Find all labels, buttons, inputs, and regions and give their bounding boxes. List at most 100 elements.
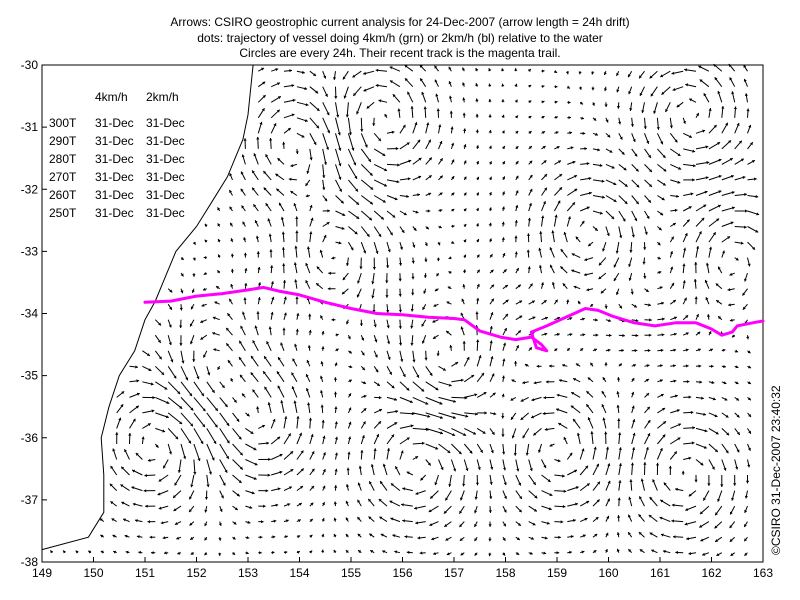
- current-arrow: [283, 296, 287, 305]
- current-arrow: [290, 190, 298, 196]
- current-arrow: [684, 68, 697, 72]
- current-arrow: [631, 210, 638, 222]
- current-arrow: [412, 226, 417, 232]
- current-arrow: [167, 412, 183, 425]
- current-arrow: [528, 130, 532, 134]
- current-arrow: [515, 315, 523, 321]
- current-arrow: [296, 485, 304, 492]
- current-arrow: [192, 257, 196, 261]
- current-arrow: [476, 427, 486, 435]
- current-arrow: [463, 192, 467, 196]
- current-arrow: [270, 265, 274, 274]
- current-arrow: [179, 304, 183, 311]
- current-arrow: [590, 431, 594, 445]
- current-arrow: [627, 70, 633, 78]
- current-arrow: [644, 226, 648, 235]
- current-arrow: [734, 192, 747, 197]
- current-arrow: [412, 455, 419, 460]
- current-arrow: [232, 428, 242, 440]
- table-row-2kmh: 31-Dec: [146, 116, 185, 130]
- current-arrow: [708, 174, 722, 181]
- current-arrow: [167, 428, 179, 440]
- current-arrow: [389, 80, 401, 88]
- current-arrow: [254, 219, 259, 227]
- current-arrow: [345, 533, 349, 538]
- current-arrow: [515, 284, 522, 290]
- current-arrow: [592, 226, 599, 232]
- current-arrow: [628, 86, 633, 95]
- current-arrow: [562, 282, 568, 290]
- current-arrow: [280, 342, 285, 351]
- current-arrow: [167, 397, 183, 410]
- current-arrow: [264, 386, 272, 398]
- y-axis-ticks: -30-31-32-33-34-35-36-37-38: [21, 58, 47, 569]
- current-arrow: [501, 393, 505, 398]
- current-arrow: [528, 100, 532, 104]
- current-arrow: [682, 263, 686, 274]
- current-arrow: [271, 503, 279, 507]
- current-arrow: [283, 450, 294, 460]
- current-arrow: [269, 137, 273, 149]
- current-arrow: [232, 474, 242, 484]
- current-arrow: [320, 361, 324, 367]
- current-arrow: [399, 177, 411, 181]
- current-arrow: [747, 257, 751, 267]
- current-arrow: [322, 164, 326, 179]
- current-arrow: [566, 216, 571, 227]
- current-arrow: [270, 281, 274, 289]
- current-arrow: [502, 176, 506, 181]
- current-arrow: [232, 521, 237, 525]
- current-arrow: [322, 148, 327, 165]
- current-arrow: [331, 318, 336, 322]
- current-arrow: [448, 66, 452, 72]
- current-arrow: [438, 381, 452, 387]
- current-arrow: [515, 204, 519, 212]
- current-arrow: [587, 241, 594, 247]
- current-arrow: [554, 145, 560, 150]
- current-arrow: [348, 210, 360, 220]
- current-arrow: [669, 266, 674, 274]
- current-arrow: [579, 220, 585, 227]
- current-arrow: [628, 272, 633, 281]
- current-arrow: [347, 393, 352, 398]
- current-arrow: [373, 132, 382, 142]
- current-arrow: [386, 319, 390, 329]
- current-arrow: [592, 463, 600, 476]
- current-arrow: [348, 379, 353, 383]
- current-arrow: [189, 536, 195, 541]
- current-arrow: [434, 474, 439, 486]
- current-arrow: [605, 480, 611, 491]
- table-row-heading: 280T: [49, 152, 77, 166]
- x-tick-label: 163: [753, 566, 773, 580]
- current-arrow: [631, 333, 639, 338]
- current-arrow: [463, 208, 467, 212]
- current-arrow: [448, 256, 452, 260]
- current-arrow: [704, 279, 710, 289]
- current-arrow: [180, 428, 192, 444]
- copyright-stamp: ©CSIRO 31-Dec-2007 23:40:32: [769, 385, 783, 555]
- current-arrow: [502, 358, 506, 367]
- current-arrow: [357, 549, 362, 554]
- current-arrow: [438, 443, 451, 454]
- current-arrow: [335, 226, 345, 230]
- current-arrow: [296, 550, 301, 554]
- current-arrow: [671, 519, 684, 523]
- current-arrow: [438, 225, 442, 229]
- current-arrow: [558, 422, 568, 429]
- current-arrow: [291, 386, 298, 398]
- current-arrow: [333, 501, 337, 507]
- current-arrow: [120, 466, 130, 476]
- current-arrow: [747, 241, 756, 251]
- current-arrow: [657, 148, 666, 159]
- current-arrow: [203, 350, 208, 358]
- current-arrow: [283, 550, 288, 554]
- current-arrow: [501, 428, 505, 437]
- current-arrow: [672, 86, 684, 91]
- current-arrow: [346, 319, 349, 325]
- current-arrow: [228, 189, 233, 196]
- current-arrow: [683, 456, 692, 460]
- current-arrow: [721, 157, 734, 165]
- current-arrow: [206, 443, 215, 461]
- current-arrow: [386, 335, 391, 345]
- current-arrow: [192, 350, 196, 362]
